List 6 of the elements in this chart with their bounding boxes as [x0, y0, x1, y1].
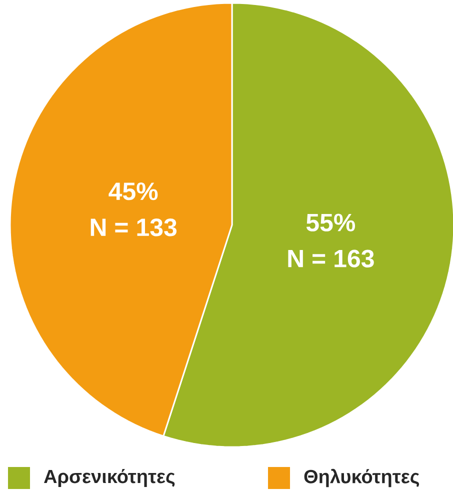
data-label: 45%: [108, 182, 158, 200]
text: N = 163: [288, 250, 374, 268]
text: N = 133: [90, 218, 177, 236]
legend-label: Θηλυκότητες: [304, 468, 420, 488]
legend-label: Αρσενικότητες: [44, 469, 175, 487]
data-label: 55%: [306, 214, 356, 232]
